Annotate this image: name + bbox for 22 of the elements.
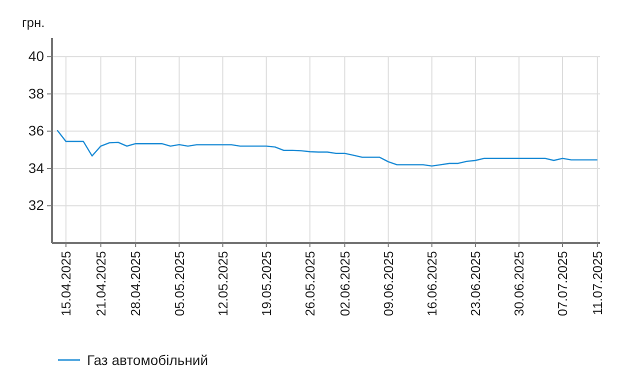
y-axis-title: грн.: [22, 15, 45, 30]
line-series: [56, 130, 598, 167]
x-tick-label: 15.04.2025: [58, 251, 74, 316]
y-tick-label: 40: [28, 48, 44, 64]
x-tick-label: 09.06.2025: [380, 251, 396, 316]
y-tick-label: 32: [28, 197, 44, 214]
x-tick-label: 30.06.2025: [512, 251, 527, 316]
y-tick-label: 36: [28, 122, 44, 139]
x-tick-label: 11.07.2025: [590, 251, 605, 316]
x-tick-label: 16.06.2025: [424, 251, 440, 316]
x-tick-label: 12.05.2025: [215, 251, 230, 316]
y-tick-label: 34: [28, 160, 44, 176]
x-tick-label: 07.07.2025: [555, 251, 570, 316]
legend-label: Газ автомобільний: [87, 352, 208, 368]
x-tick-label: 28.04.2025: [128, 251, 144, 316]
x-tick-label: 05.05.2025: [172, 251, 187, 316]
x-tick-label: 26.05.2025: [302, 251, 318, 316]
y-tick-label: 38: [28, 85, 44, 102]
x-tick-label: 19.05.2025: [258, 251, 274, 316]
x-tick-label: 23.06.2025: [468, 251, 483, 316]
x-tick-label: 02.06.2025: [337, 251, 352, 316]
x-tick-label: 21.04.2025: [93, 251, 108, 316]
